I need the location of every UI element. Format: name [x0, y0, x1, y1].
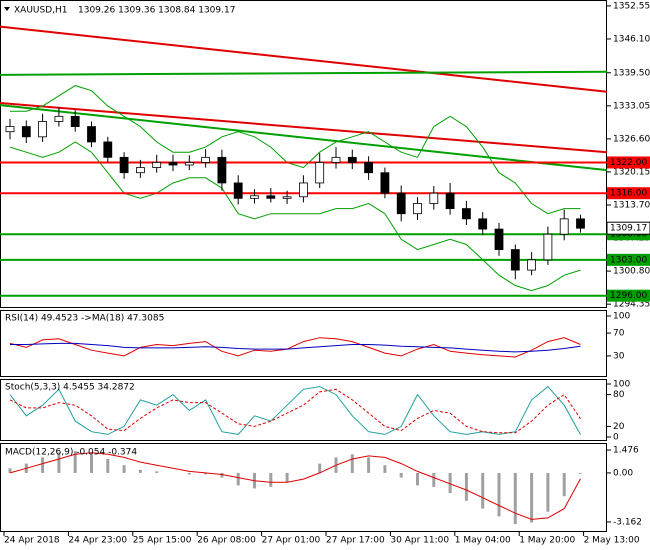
candle-body [298, 182, 308, 198]
candle-body [201, 156, 211, 163]
x-tick-label: 1 May 20:00 [519, 536, 575, 546]
candle-body [38, 121, 47, 138]
candle-body [478, 218, 488, 230]
x-tick-label: 1 May 04:00 [455, 536, 511, 546]
x-tick-label: 30 Apr 11:00 [390, 536, 449, 546]
panel-frame [0, 379, 607, 441]
chart-quote: 1309.26 1309.36 1308.84 1309.17 [78, 6, 235, 16]
y-tick-label: 20 [613, 422, 625, 432]
x-tick-label: 24 Apr 23:00 [68, 536, 127, 546]
candle-body [119, 156, 129, 174]
y-tick-label: 1352.55 [613, 1, 650, 11]
trend-line [0, 102, 608, 154]
y-tick-label: 1313.70 [613, 200, 650, 210]
y-tick-label: 100 [613, 380, 630, 390]
candle-body [135, 167, 145, 174]
y-tick-label: 1294.35 [613, 300, 650, 310]
y-tick-label: 1320.15 [613, 167, 650, 177]
x-tick-label: 25 Apr 15:00 [133, 536, 192, 546]
candle-body [331, 156, 341, 163]
level-label: 1303.00 [610, 255, 647, 265]
y-tick-label: 100 [613, 312, 630, 322]
candle-body [250, 195, 259, 199]
x-tick-label: 2 May 13:00 [584, 536, 640, 546]
chart-title: XAUUSD,H1 [14, 6, 68, 16]
trend-line [0, 25, 608, 93]
level-label-box [607, 253, 650, 266]
menu-arrow [4, 7, 10, 11]
candle-body [168, 162, 178, 166]
candle-body [282, 196, 292, 199]
signal-line [9, 452, 581, 520]
candle-body [347, 156, 357, 163]
panel-frame [0, 310, 607, 377]
candle-body [266, 195, 276, 199]
indicator-line [10, 342, 581, 353]
candle-body [152, 162, 162, 168]
y-tick-label: 1.476 [613, 446, 639, 456]
candle-body [543, 233, 553, 261]
y-tick-label: 1339.50 [613, 68, 650, 78]
candle-body [233, 182, 243, 199]
panel-title: RSI(14) 49.4523 ->MA(18) 47.3085 [5, 314, 164, 324]
last-price-label: 1309.17 [610, 224, 647, 234]
panel-frame [0, 0, 607, 308]
x-tick-label: 27 Apr 01:00 [262, 536, 321, 546]
band-line [9, 141, 581, 292]
panel-title: Stoch(5,3,3) 4.5455 34.2872 [5, 383, 135, 393]
candle-body [429, 192, 439, 204]
trend-line [0, 104, 608, 172]
level-label-box [607, 156, 650, 169]
candle-body [527, 259, 536, 271]
band-line [10, 85, 581, 215]
level-label-box [607, 289, 650, 302]
candle-body [461, 208, 471, 220]
candle-body [380, 172, 390, 194]
y-tick-label: -3.162 [613, 517, 642, 527]
panel-title: MACD(12,26,9) -0.054 -0.374 [5, 448, 137, 458]
level-label: 1316.00 [610, 189, 647, 199]
x-tick-label: 26 Apr 08:00 [197, 536, 256, 546]
x-tick-label: 27 Apr 17:00 [326, 536, 385, 546]
candle-body [364, 162, 374, 174]
trend-line [0, 70, 608, 76]
x-tick-label: 24 Apr 2018 [4, 536, 60, 546]
y-tick-label: 1300.80 [613, 267, 650, 277]
level-label: 1322.00 [610, 158, 647, 168]
y-tick-label: 80 [613, 390, 625, 400]
y-tick-label: 30 [613, 351, 625, 361]
y-tick-label: 0 [613, 433, 619, 443]
y-tick-label: 1326.60 [613, 134, 650, 144]
candle-body [184, 162, 194, 166]
candle-body [5, 126, 15, 133]
panel-frame [0, 443, 607, 532]
last-price-box [606, 221, 650, 235]
candle-body [87, 126, 96, 143]
candle-body [576, 218, 585, 229]
candle-body [413, 203, 422, 215]
candle-body [315, 162, 325, 184]
candle-body [494, 228, 504, 250]
level-label-box [607, 187, 650, 200]
level-label: 1296.00 [610, 291, 647, 301]
y-tick-label: 70 [613, 329, 625, 339]
y-tick-label: 0.00 [613, 468, 633, 478]
candle-body [103, 141, 113, 158]
candle-body [445, 192, 455, 209]
y-tick-label: 1346.10 [613, 34, 650, 44]
candle-body [396, 192, 406, 215]
candle-body [510, 249, 520, 271]
candle-body [21, 126, 31, 138]
candle-body [217, 156, 227, 184]
y-tick-label: 1333.05 [613, 101, 650, 111]
indicator-line [9, 388, 581, 434]
candle-body [559, 218, 569, 235]
candle-body [70, 115, 80, 127]
candle-body [54, 115, 64, 122]
indicator-line [9, 337, 581, 358]
